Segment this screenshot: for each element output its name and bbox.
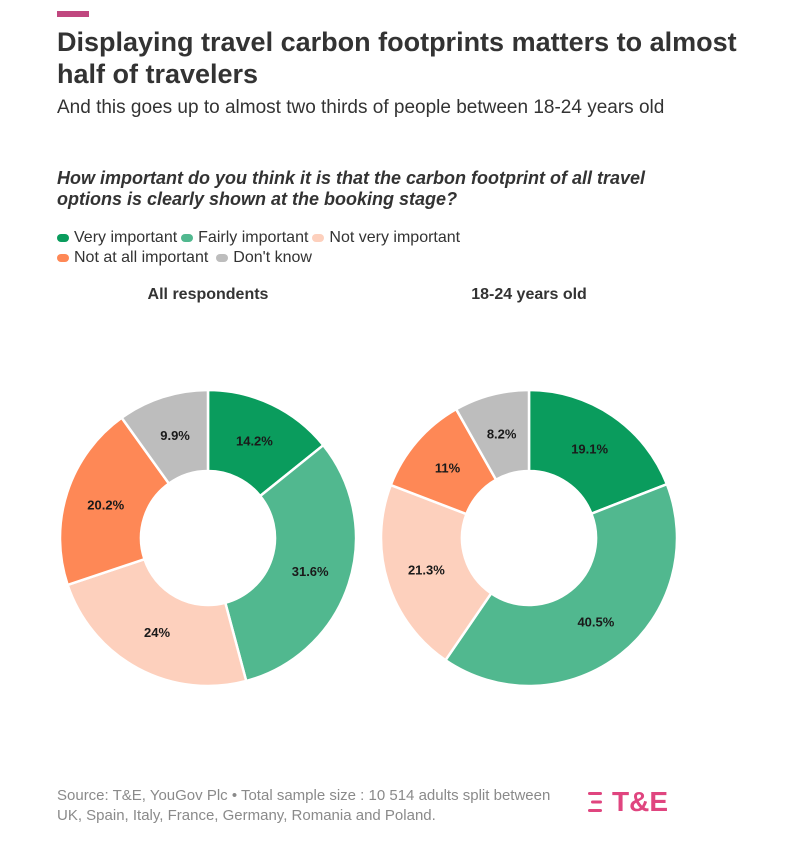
legend-swatch	[312, 234, 325, 242]
donut-chart-18-24: 19.1% 40.5% 21.3% 11% 8.2%	[379, 388, 679, 688]
data-label-not-very-important: 24%	[144, 625, 170, 640]
accent-bar	[57, 11, 89, 17]
source-note: Source: T&E, YouGov Plc • Total sample s…	[57, 787, 551, 824]
logo-mark-icon	[588, 792, 602, 812]
data-label-not-at-all-important: 11%	[435, 460, 461, 475]
legend-label: Not at all important	[74, 249, 209, 266]
slice-don-t-know	[119, 388, 210, 486]
chart-heading-18-24: 18-24 years old	[471, 286, 587, 303]
slice-very-important	[527, 388, 669, 516]
legend-item-fairly-important: Fairly important	[181, 229, 308, 247]
slice-don-t-know	[454, 388, 531, 482]
legend-label: Fairly important	[198, 229, 309, 246]
legend-label-dont-know: Don't know	[233, 249, 312, 266]
slice-not-very-important	[66, 557, 248, 688]
data-label-don-t-know: 8.2%	[487, 427, 517, 442]
slice-not-very-important	[379, 483, 493, 662]
legend-label: Not very important	[329, 229, 461, 246]
data-label-don-t-know: 9.9%	[160, 428, 190, 443]
data-label-very-important: 14.2%	[236, 434, 273, 449]
data-label-fairly-important: 40.5%	[577, 615, 614, 630]
slice-fairly-important	[443, 482, 679, 688]
chart-heading-all-respondents: All respondents	[147, 286, 269, 303]
slice-not-at-all-important	[58, 416, 171, 587]
legend-swatch	[57, 234, 69, 242]
slice-fairly-important	[223, 443, 358, 683]
legend: Very important Fairly important Not very…	[57, 229, 617, 267]
data-label-not-at-all-important: 20.2%	[87, 497, 124, 512]
chart-subtitle: And this goes up to almost two thirds of…	[57, 97, 665, 118]
donut-chart-all-respondents: 14.2% 31.6% 24% 20.2% 9.9%	[58, 388, 358, 688]
survey-question: How important do you think it is that th…	[57, 168, 646, 209]
legend-swatch	[181, 234, 194, 242]
legend-item-not-at-all-important: Not at all important Don't know	[57, 249, 617, 267]
data-label-not-very-important: 21.3%	[408, 563, 445, 578]
slice-very-important	[206, 388, 326, 498]
chart-title: Displaying travel carbon footprints matt…	[57, 27, 737, 89]
legend-label: Very important	[74, 229, 178, 246]
data-label-fairly-important: 31.6%	[292, 564, 329, 579]
legend-swatch	[57, 254, 69, 262]
legend-swatch	[216, 254, 229, 262]
logo-text: T&E	[612, 786, 668, 817]
data-label-very-important: 19.1%	[571, 442, 608, 457]
te-logo: T&E	[588, 786, 668, 818]
legend-item-not-very-important: Not very important	[312, 229, 460, 247]
legend-item-very-important: Very important	[57, 229, 177, 247]
